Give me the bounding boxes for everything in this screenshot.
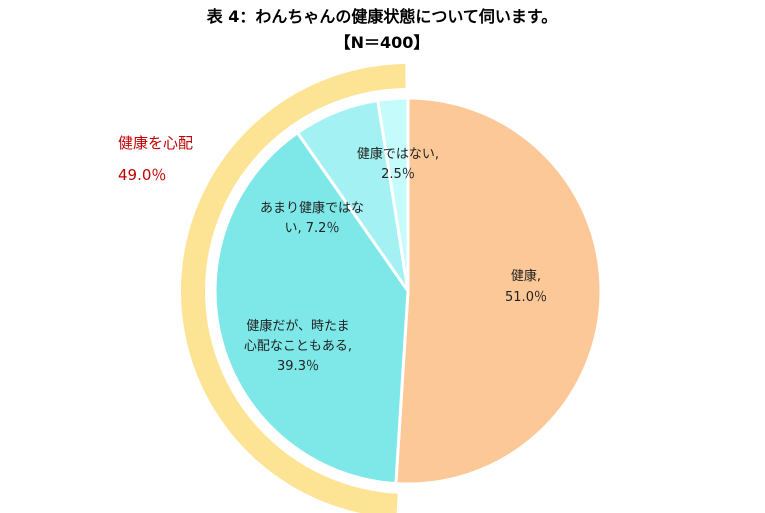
slice-sometimes-worried	[213, 130, 410, 486]
slice-label-sometimes-line2: 心配なこともある,	[244, 339, 352, 354]
slice-label-not-healthy-name: 健康ではない,	[357, 146, 439, 162]
slice-label-sometimes-value: 39.3％	[277, 359, 319, 374]
slice-label-sometimes: 健康だが、時たま 心配なこともある, 39.3％	[244, 318, 352, 374]
group-label: 健康を心配	[118, 134, 193, 152]
slice-label-sometimes-line1: 健康だが、時たま	[246, 318, 349, 334]
slice-label-healthy-name: 健康,	[511, 268, 541, 284]
group-value: 49.0％	[118, 166, 166, 184]
pie-slices	[213, 96, 603, 486]
slice-label-healthy-value: 51.0％	[505, 290, 547, 305]
chart-subtitle: 【N＝400】	[335, 33, 430, 52]
slice-label-not-healthy: 健康ではない, 2.5％	[357, 146, 439, 182]
slice-label-not-very-line2: い, 7.2％	[285, 221, 340, 236]
concern-group-arc	[181, 64, 406, 513]
chart-title: 表 4：わんちゃんの健康状態について伺います。	[206, 7, 558, 26]
slice-not-healthy	[376, 96, 410, 292]
slice-label-not-very-line1: あまり健康ではな	[260, 200, 364, 216]
slice-label-not-very: あまり健康ではな い, 7.2％	[260, 200, 364, 236]
slice-label-not-healthy-value: 2.5％	[381, 167, 415, 182]
slice-label-healthy: 健康, 51.0％	[505, 268, 547, 305]
slice-healthy	[394, 96, 603, 486]
